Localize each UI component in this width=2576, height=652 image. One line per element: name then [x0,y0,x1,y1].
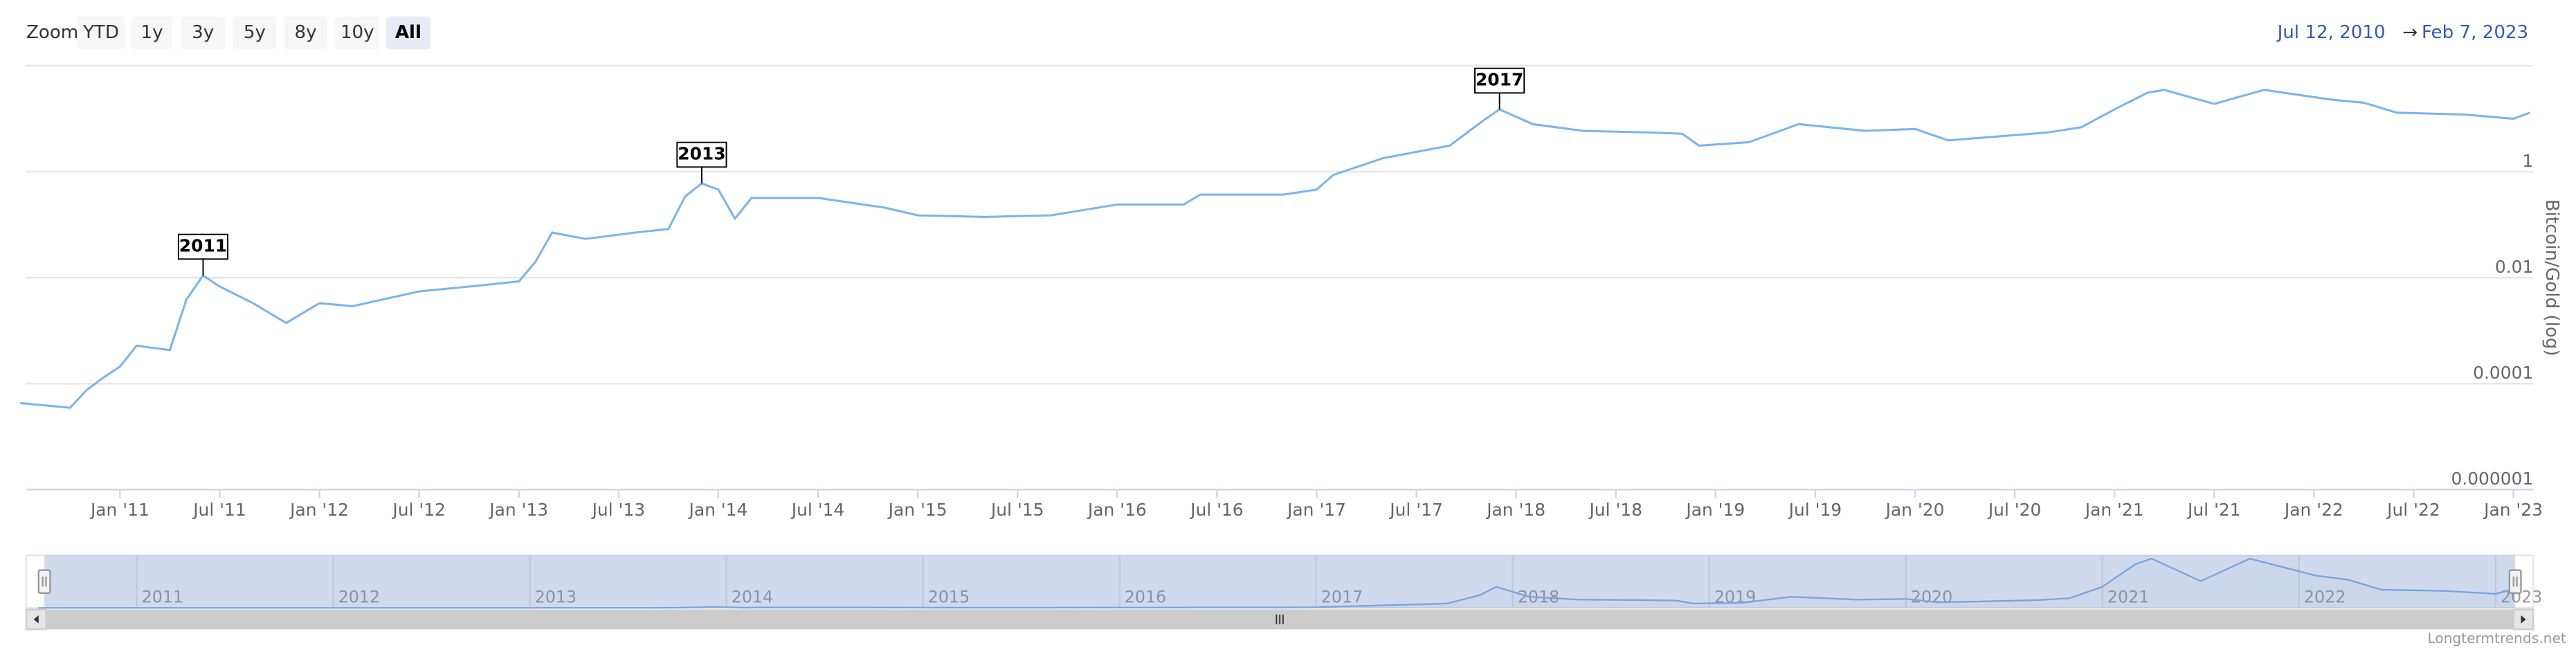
x-tick-label: Jul '18 [1588,500,1642,520]
x-tick-label: Jan '12 [289,500,349,520]
navigator-tick-label: 2020 [1911,588,1952,607]
x-tick-label: Jul '12 [391,500,446,520]
zoom-button[interactable] [181,16,226,50]
y-tick-label: 0.000001 [2451,469,2533,489]
flag-box [676,141,727,168]
flag-label: 2011 [179,235,227,255]
x-tick-label: Jan '22 [2283,500,2343,520]
zoom-button[interactable] [233,16,276,50]
x-tick-label: Jan '18 [1485,500,1545,520]
navigator-handle[interactable] [37,569,51,595]
x-tick-label: Jan '20 [1885,500,1945,520]
y-tick-label: 1 [2522,151,2533,171]
date-from[interactable]: Jul 12, 2010 [2276,22,2386,43]
navigator-tick-label: 2015 [928,588,970,607]
x-tick-label: Jul '19 [1788,500,1842,520]
x-tick-label: Jul '21 [2186,500,2241,520]
scrollbar-arrow [2521,615,2526,624]
flag-label: 2017 [1476,69,1523,89]
x-tick-label: Jul '16 [1189,500,1244,520]
credit: Longtermtrends.net [2427,630,2566,646]
zoom-label: Zoom [26,22,78,43]
navigator-tick-label: 2016 [1125,588,1166,607]
navigator-tick-label: 2022 [2304,588,2346,607]
x-tick-label: Jan '17 [1286,500,1346,520]
zoom-button[interactable] [284,16,327,50]
x-tick-label: Jul '17 [1388,500,1443,520]
x-tick-label: Jan '13 [488,500,548,520]
navigator-tick-label: 2012 [338,588,380,607]
x-tick-label: Jan '23 [2483,500,2543,520]
zoom-button-label[interactable]: 1y [141,22,163,43]
x-tick-label: Jan '15 [887,500,947,520]
zoom-button-label[interactable]: YTD [82,22,119,43]
x-tick-label: Jul '14 [790,500,845,520]
x-tick-label: Jul '13 [591,500,646,520]
zoom-button-label[interactable]: All [395,22,421,43]
zoom-button-label[interactable]: 8y [294,22,316,43]
y-tick-label: 0.01 [2495,257,2533,277]
x-tick-label: Jan '11 [89,500,149,520]
flag-label: 2013 [678,144,725,164]
navigator-handle[interactable] [2508,569,2522,595]
zoom-button[interactable] [77,16,125,50]
navigator-area [38,559,2512,608]
series-line [20,89,2531,409]
navigator-mask[interactable] [44,555,2516,608]
zoom-button-label[interactable]: 3y [192,22,214,43]
y-axis-title: Bitcoin/Gold (log) [2541,199,2562,356]
navigator-tick-label: 2021 [2107,588,2149,607]
zoom-button[interactable] [131,16,173,50]
navigator-tick-label: 2017 [1321,588,1363,607]
navigator-tick-label: 2013 [535,588,577,607]
flag-box [177,233,229,260]
navigator-bg [25,554,2534,609]
zoom-button[interactable] [386,16,430,50]
x-tick-label: Jan '21 [2084,500,2144,520]
zoom-button-label[interactable]: 5y [244,22,266,43]
x-tick-label: Jul '20 [1987,500,2042,520]
flag-box [1474,67,1525,94]
zoom-button-label[interactable]: 10y [341,22,374,43]
x-tick-label: Jul '22 [2386,500,2440,520]
date-arrow: → [2402,22,2418,43]
x-tick-label: Jan '14 [687,500,747,520]
navigator-tick-label: 2014 [732,588,773,607]
zoom-button[interactable] [335,16,380,50]
date-to[interactable]: Feb 7, 2023 [2422,22,2528,43]
x-tick-label: Jul '11 [192,500,246,520]
x-tick-label: Jan '16 [1087,500,1147,520]
x-tick-label: Jul '15 [990,500,1044,520]
navigator-tick-label: 2011 [142,588,183,607]
x-tick-label: Jan '19 [1685,500,1745,520]
scrollbar-arrow [33,615,39,624]
navigator-line [38,557,2512,609]
y-tick-label: 0.0001 [2473,363,2533,383]
